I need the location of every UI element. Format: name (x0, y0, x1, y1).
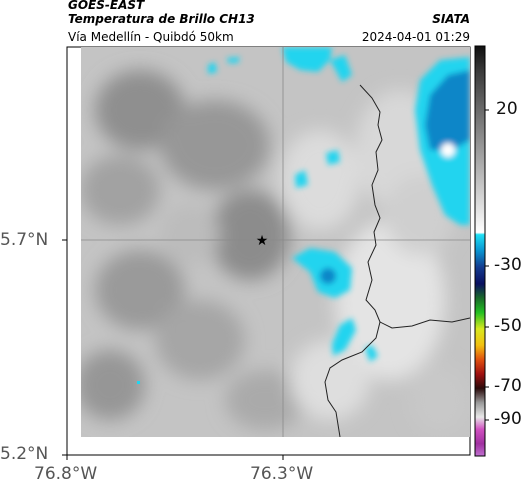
lat-label-5-2: 5.2°N (0, 444, 49, 464)
datetime-label: 2024-04-01 01:29 (361, 30, 470, 44)
brightness-temperature-field (81, 47, 470, 437)
department-boundary-south (324, 321, 381, 437)
agency-label: SIATA (432, 12, 470, 26)
lat-label-5-7: 5.7°N (0, 230, 49, 250)
colorbar-ticks (485, 109, 489, 421)
colorbar-label-20: 20 (496, 99, 518, 119)
region-label: Vía Medellín - Quibdó 50km (68, 30, 234, 44)
lon-label-76-8: 76.8°W (34, 464, 98, 484)
satellite-label: GOES-EAST (68, 0, 145, 12)
colorbar (474, 45, 486, 457)
colorbar-label-minus30: -30 (494, 255, 522, 275)
colorbar-label-minus90: -90 (494, 409, 522, 429)
lon-label-76-3: 76.3°W (250, 464, 314, 484)
star-icon: ★ (256, 233, 269, 249)
department-boundary (359, 84, 470, 329)
colorbar-label-minus70: -70 (494, 376, 522, 396)
product-title: Temperatura de Brillo CH13 (68, 12, 255, 26)
colorbar-label-minus50: -50 (494, 316, 522, 336)
